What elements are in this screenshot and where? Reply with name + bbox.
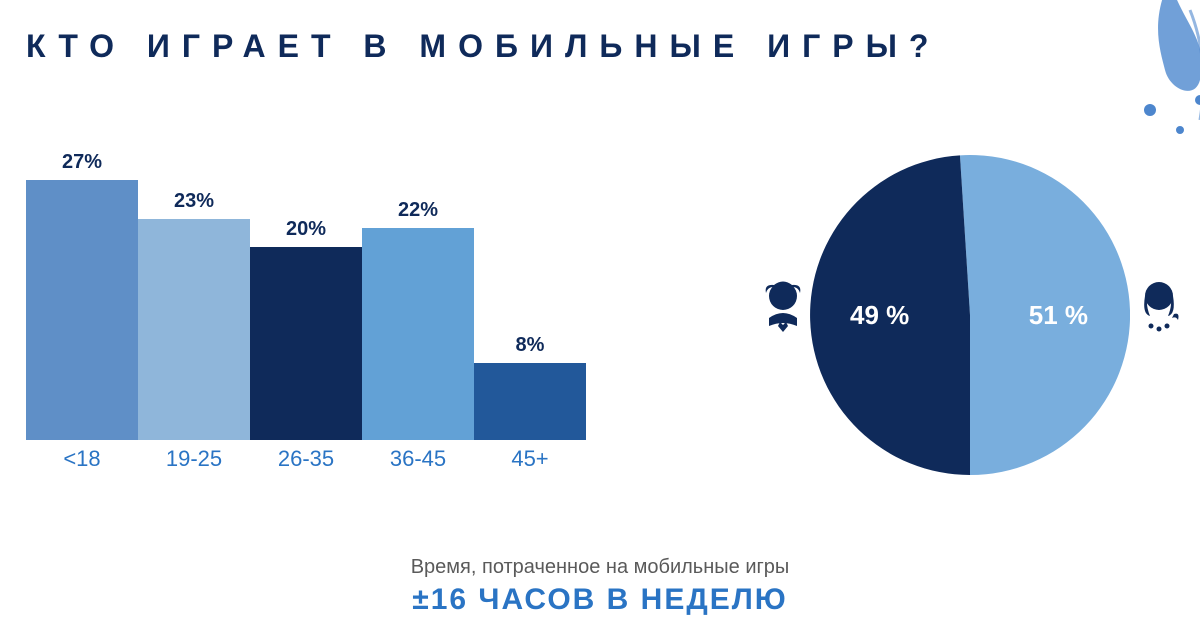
bar-3: 22% [362,199,474,440]
pie-label-female: 51 % [1029,300,1088,331]
bar-rect [138,219,250,440]
male-icon [760,280,806,340]
bar-value-label: 8% [474,334,586,357]
bar-value-label: 20% [250,218,362,241]
bar-category-label: 26-35 [250,446,362,472]
bar-1: 23% [138,190,250,440]
footer-subtitle: Время, потраченное на мобильные игры [0,556,1200,579]
bar-category-label: 19-25 [138,446,250,472]
bar-category-label: 45+ [474,446,586,472]
bar-rect [362,228,474,440]
bar-0: 27% [26,151,138,440]
bar-value-label: 22% [362,199,474,222]
bar-rect [474,363,586,440]
female-icon [1136,280,1182,340]
footer-main: ±16 ЧАСОВ В НЕДЕЛЮ [0,583,1200,617]
pie-label-male: 49 % [850,300,909,331]
bar-rect [26,180,138,440]
footer: Время, потраченное на мобильные игры ±16… [0,556,1200,617]
decor-splatter [1050,0,1200,180]
bar-value-label: 23% [138,190,250,213]
bar-rect [250,247,362,440]
age-bar-chart: 27%23%20%22%8% [26,180,586,440]
bar-2: 20% [250,218,362,440]
bar-4: 8% [474,334,586,440]
bar-value-label: 27% [26,151,138,174]
age-bar-labels: <1819-2526-3536-4545+ [26,446,586,472]
bar-category-label: <18 [26,446,138,472]
page-title: КТО ИГРАЕТ В МОБИЛЬНЫЕ ИГРЫ? [26,28,940,65]
bar-category-label: 36-45 [362,446,474,472]
gender-pie-chart: 49 % 51 % [810,155,1130,475]
